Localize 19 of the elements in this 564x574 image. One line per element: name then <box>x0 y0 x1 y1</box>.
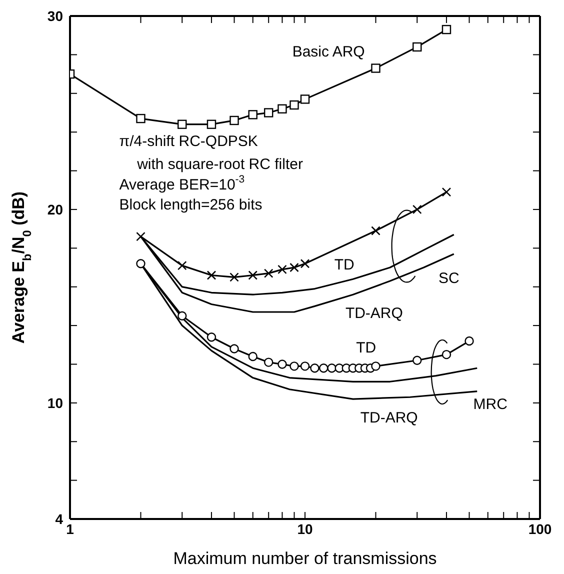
annotation: Block length=256 bits <box>119 196 262 214</box>
x-axis-title: Maximum number of transmissions <box>173 549 437 568</box>
x-tick-label: 100 <box>528 520 552 537</box>
annotation: MRC <box>473 396 508 413</box>
y-tick-label: 10 <box>47 394 64 411</box>
series-label: Basic ARQ <box>292 44 365 61</box>
y-tick-label: 4 <box>55 510 64 527</box>
series-label: TD <box>334 256 354 274</box>
x-tick-label: 10 <box>297 520 313 537</box>
series-label: TD <box>356 340 376 357</box>
annotation: π/4-shift RC-QDPSK <box>119 132 258 150</box>
annotation: with square-root RC filter <box>136 156 303 173</box>
series-label: TD-ARQ <box>360 409 418 426</box>
y-tick-label: 20 <box>47 201 64 218</box>
series-label: TD-ARQ <box>345 304 403 322</box>
annotation: Average BER=10$^{-3}$ <box>119 173 245 194</box>
y-tick-label: 30 <box>47 8 64 24</box>
annotation: SC <box>438 270 460 288</box>
x-tick-label: 1 <box>66 520 74 537</box>
